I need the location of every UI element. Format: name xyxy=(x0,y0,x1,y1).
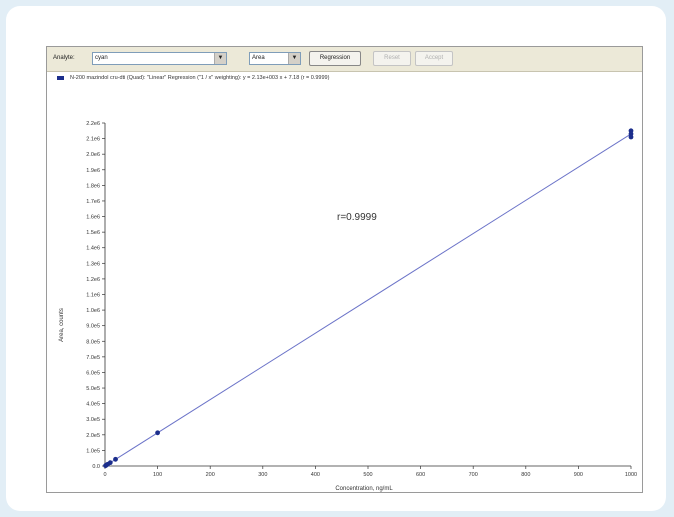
y-tick-label: 1.0e6 xyxy=(86,308,100,314)
y-tick-label: 8.0e5 xyxy=(86,339,100,345)
x-tick-label: 200 xyxy=(206,472,215,478)
y-tick-label: 5.0e5 xyxy=(86,386,100,392)
y-tick-label: 1.8e6 xyxy=(86,183,100,189)
x-tick-label: 0 xyxy=(103,472,106,478)
x-axis-label: Concentration, ng/mL xyxy=(335,486,393,492)
y-tick-label: 2.2e6 xyxy=(86,121,100,127)
x-tick-label: 800 xyxy=(521,472,530,478)
x-tick-label: 1000 xyxy=(625,472,637,478)
x-axis: 0 100 200 300 400 500 600 700 800 900 1000 xyxy=(103,465,637,478)
calibration-window: Analyte: cyan ▼ Area ▼ Regression Reset … xyxy=(46,46,643,493)
regression-line xyxy=(104,133,632,467)
y-tick-label: 4.0e5 xyxy=(86,402,100,408)
fit-layer xyxy=(104,133,632,467)
metric-select[interactable]: Area ▼ xyxy=(249,52,301,65)
x-tick-label: 400 xyxy=(311,472,320,478)
metric-select-value: Area xyxy=(252,55,265,61)
content-card: Analyte: cyan ▼ Area ▼ Regression Reset … xyxy=(6,6,666,511)
data-point xyxy=(628,131,634,137)
toolbar: Analyte: cyan ▼ Area ▼ Regression Reset … xyxy=(47,47,642,72)
points-layer xyxy=(103,128,634,469)
y-tick-label: 6.0e5 xyxy=(86,370,100,376)
x-tick-label: 700 xyxy=(469,472,478,478)
x-tick-label: 100 xyxy=(153,472,162,478)
y-tick-label: 1.5e6 xyxy=(86,230,100,236)
y-tick-label: 1.6e6 xyxy=(86,215,100,221)
data-point xyxy=(155,430,160,436)
y-tick-label: 0.0 xyxy=(92,464,100,470)
data-point xyxy=(113,456,118,462)
y-tick-label: 2.0e6 xyxy=(86,152,100,158)
x-tick-label: 900 xyxy=(574,472,583,478)
analyte-label: Analyte: xyxy=(53,55,75,61)
y-tick-label: 3.0e5 xyxy=(86,417,100,423)
chevron-down-icon[interactable]: ▼ xyxy=(214,53,226,64)
y-tick-label: 1.3e6 xyxy=(86,261,100,267)
y-axis-label: Area, counts xyxy=(59,308,65,342)
analyte-select-value: cyan xyxy=(95,55,108,61)
legend-text: N-200 mazindol cru-dti (Quad): "Linear" … xyxy=(70,75,330,81)
y-tick-label: 2.0e5 xyxy=(86,433,100,439)
y-axis: 0.0 1.0e5 2.0e5 3.0e5 4.0e5 5.0e5 6.0e5 7.0e5 8.… xyxy=(86,121,106,470)
r-value-annotation: r=0.9999 xyxy=(337,212,377,223)
y-tick-label: 1.4e6 xyxy=(86,246,100,252)
y-tick-label: 1.7e6 xyxy=(86,199,100,205)
y-tick-label: 1.1e6 xyxy=(86,293,100,299)
y-tick-label: 2.1e6 xyxy=(86,137,100,143)
calibration-chart: 0.0 1.0e5 2.0e5 3.0e5 4.0e5 5.0e5 6.0e5 7.0e5 8.… xyxy=(59,121,637,492)
x-tick-label: 300 xyxy=(258,472,267,478)
y-tick-label: 1.0e5 xyxy=(86,448,100,454)
y-tick-label: 1.2e6 xyxy=(86,277,100,283)
analyte-select[interactable]: cyan ▼ xyxy=(92,52,227,65)
reset-button[interactable]: Reset xyxy=(373,51,411,66)
x-tick-label: 500 xyxy=(363,472,372,478)
x-tick-label: 600 xyxy=(416,472,425,478)
data-point xyxy=(107,460,113,466)
accept-button[interactable]: Accept xyxy=(415,51,453,66)
y-tick-label: 1.9e6 xyxy=(86,168,100,174)
y-tick-label: 7.0e5 xyxy=(86,355,100,361)
legend-swatch xyxy=(57,75,64,80)
legend: N-200 mazindol cru-dti (Quad): "Linear" … xyxy=(57,75,329,81)
y-tick-label: 9.0e5 xyxy=(86,324,100,330)
regression-button[interactable]: Regression xyxy=(309,51,361,66)
chevron-down-icon[interactable]: ▼ xyxy=(288,53,300,64)
